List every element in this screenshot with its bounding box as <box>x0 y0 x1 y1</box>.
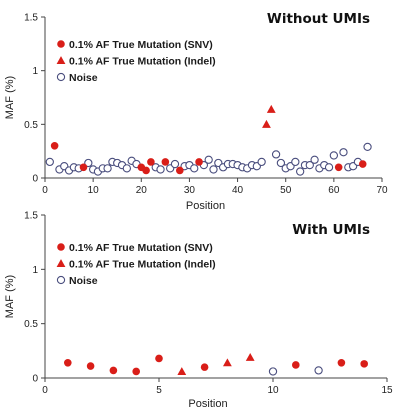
snv-point <box>195 158 203 166</box>
y-tick-label: 1 <box>32 265 38 276</box>
y-axis-label: MAF (%) <box>4 76 16 119</box>
legend-marker-noise <box>56 72 66 82</box>
x-tick-label: 50 <box>280 185 292 196</box>
noise-point <box>156 165 165 174</box>
snv-point <box>64 358 72 367</box>
legend: 0.1% AF True Mutation (SNV) 0.1% AF True … <box>56 242 216 287</box>
noise-point <box>103 164 112 173</box>
indel-point <box>262 119 271 128</box>
x-tick-label: 20 <box>136 185 148 196</box>
x-tick-label: 10 <box>88 185 100 196</box>
legend-label-snv: 0.1% AF True Mutation (SNV) <box>69 39 213 51</box>
noise-point <box>305 160 314 170</box>
x-tick-label: 70 <box>376 185 388 196</box>
noise-point <box>170 159 180 169</box>
y-axis-label: MAF (%) <box>4 275 16 318</box>
noise-point <box>329 151 339 160</box>
noise-point <box>276 158 286 168</box>
indel-point <box>245 352 255 361</box>
x-tick-label: 10 <box>267 385 279 396</box>
panel-title: With UMIs <box>292 222 370 238</box>
y-tick-label: 0 <box>32 174 38 185</box>
x-tick-label: 60 <box>328 185 340 196</box>
noise-point <box>339 148 348 157</box>
legend-label-indel: 0.1% AF True Mutation (Indel) <box>69 56 216 68</box>
snv-point <box>79 163 88 172</box>
snv-point <box>109 366 118 375</box>
x-axis-label: Position <box>188 398 227 410</box>
y-tick-label: 0.5 <box>24 120 38 131</box>
legend-marker-snv <box>57 243 65 251</box>
noise-point <box>45 157 54 167</box>
noise-point <box>314 366 323 375</box>
snv-point <box>132 367 140 376</box>
x-tick-label: 5 <box>156 385 162 396</box>
snv-point <box>200 363 209 371</box>
legend-label-noise: Noise <box>69 72 98 84</box>
noise-point <box>190 164 199 173</box>
y-tick-label: 1.5 <box>24 13 38 24</box>
legend-label-indel: 0.1% AF True Mutation (Indel) <box>69 259 216 271</box>
series-snv <box>64 354 369 376</box>
indel-point <box>223 358 232 367</box>
series-noise <box>268 366 323 376</box>
indel-point <box>177 367 187 375</box>
y-tick-label: 1 <box>32 66 38 77</box>
snv-point <box>147 158 155 166</box>
x-tick-label: 15 <box>381 385 393 396</box>
legend-marker-snv <box>57 40 65 48</box>
snv-point <box>50 142 59 150</box>
snv-point <box>176 166 184 175</box>
legend-label-snv: 0.1% AF True Mutation (SNV) <box>69 242 213 254</box>
x-axis-label: Position <box>186 200 225 212</box>
snv-point <box>155 354 163 363</box>
series-indel <box>262 104 276 128</box>
noise-point <box>257 157 266 167</box>
noise-point <box>204 155 213 164</box>
noise-point <box>363 142 372 152</box>
x-tick-label: 0 <box>42 385 48 396</box>
legend-marker-noise <box>56 275 66 285</box>
noise-point <box>84 158 93 168</box>
legend-marker-indel <box>56 259 66 268</box>
snv-point <box>142 166 150 175</box>
snv-point <box>337 358 346 367</box>
x-tick-label: 0 <box>42 185 48 196</box>
noise-point <box>122 164 131 173</box>
snv-point <box>86 362 95 370</box>
series-noise <box>45 142 372 176</box>
snv-point <box>161 158 170 166</box>
panel-1: 0 0.5 1 1.5 0 10 20 30 40 50 60 70 Position MAF (%) Wi… <box>4 11 388 212</box>
legend: 0.1% AF True Mutation (SNV) 0.1% AF True … <box>56 39 216 84</box>
noise-point <box>291 157 300 167</box>
noise-point <box>310 155 319 164</box>
x-tick-label: 40 <box>232 185 244 196</box>
noise-point <box>324 163 334 172</box>
x-tick-label: 30 <box>184 185 196 196</box>
snv-point <box>360 360 369 368</box>
y-tick-label: 1.5 <box>24 211 38 222</box>
noise-point <box>296 167 305 176</box>
y-tick-label: 0.5 <box>24 319 38 330</box>
series-indel <box>177 352 255 375</box>
noise-point <box>268 367 278 376</box>
snv-point <box>334 163 343 172</box>
panel-2: 0 0.5 1 1.5 0 5 10 15 Position MAF (%) With UMIs 0.… <box>4 211 393 411</box>
snv-point <box>292 361 300 369</box>
series-snv <box>50 142 367 175</box>
indel-point <box>266 104 276 113</box>
panel-title: Without UMIs <box>267 11 370 27</box>
y-tick-label: 0 <box>32 374 38 385</box>
snv-point <box>358 160 367 168</box>
legend-marker-indel <box>56 56 66 65</box>
noise-point <box>209 165 218 174</box>
noise-point <box>271 150 281 159</box>
legend-label-noise: Noise <box>69 275 98 287</box>
